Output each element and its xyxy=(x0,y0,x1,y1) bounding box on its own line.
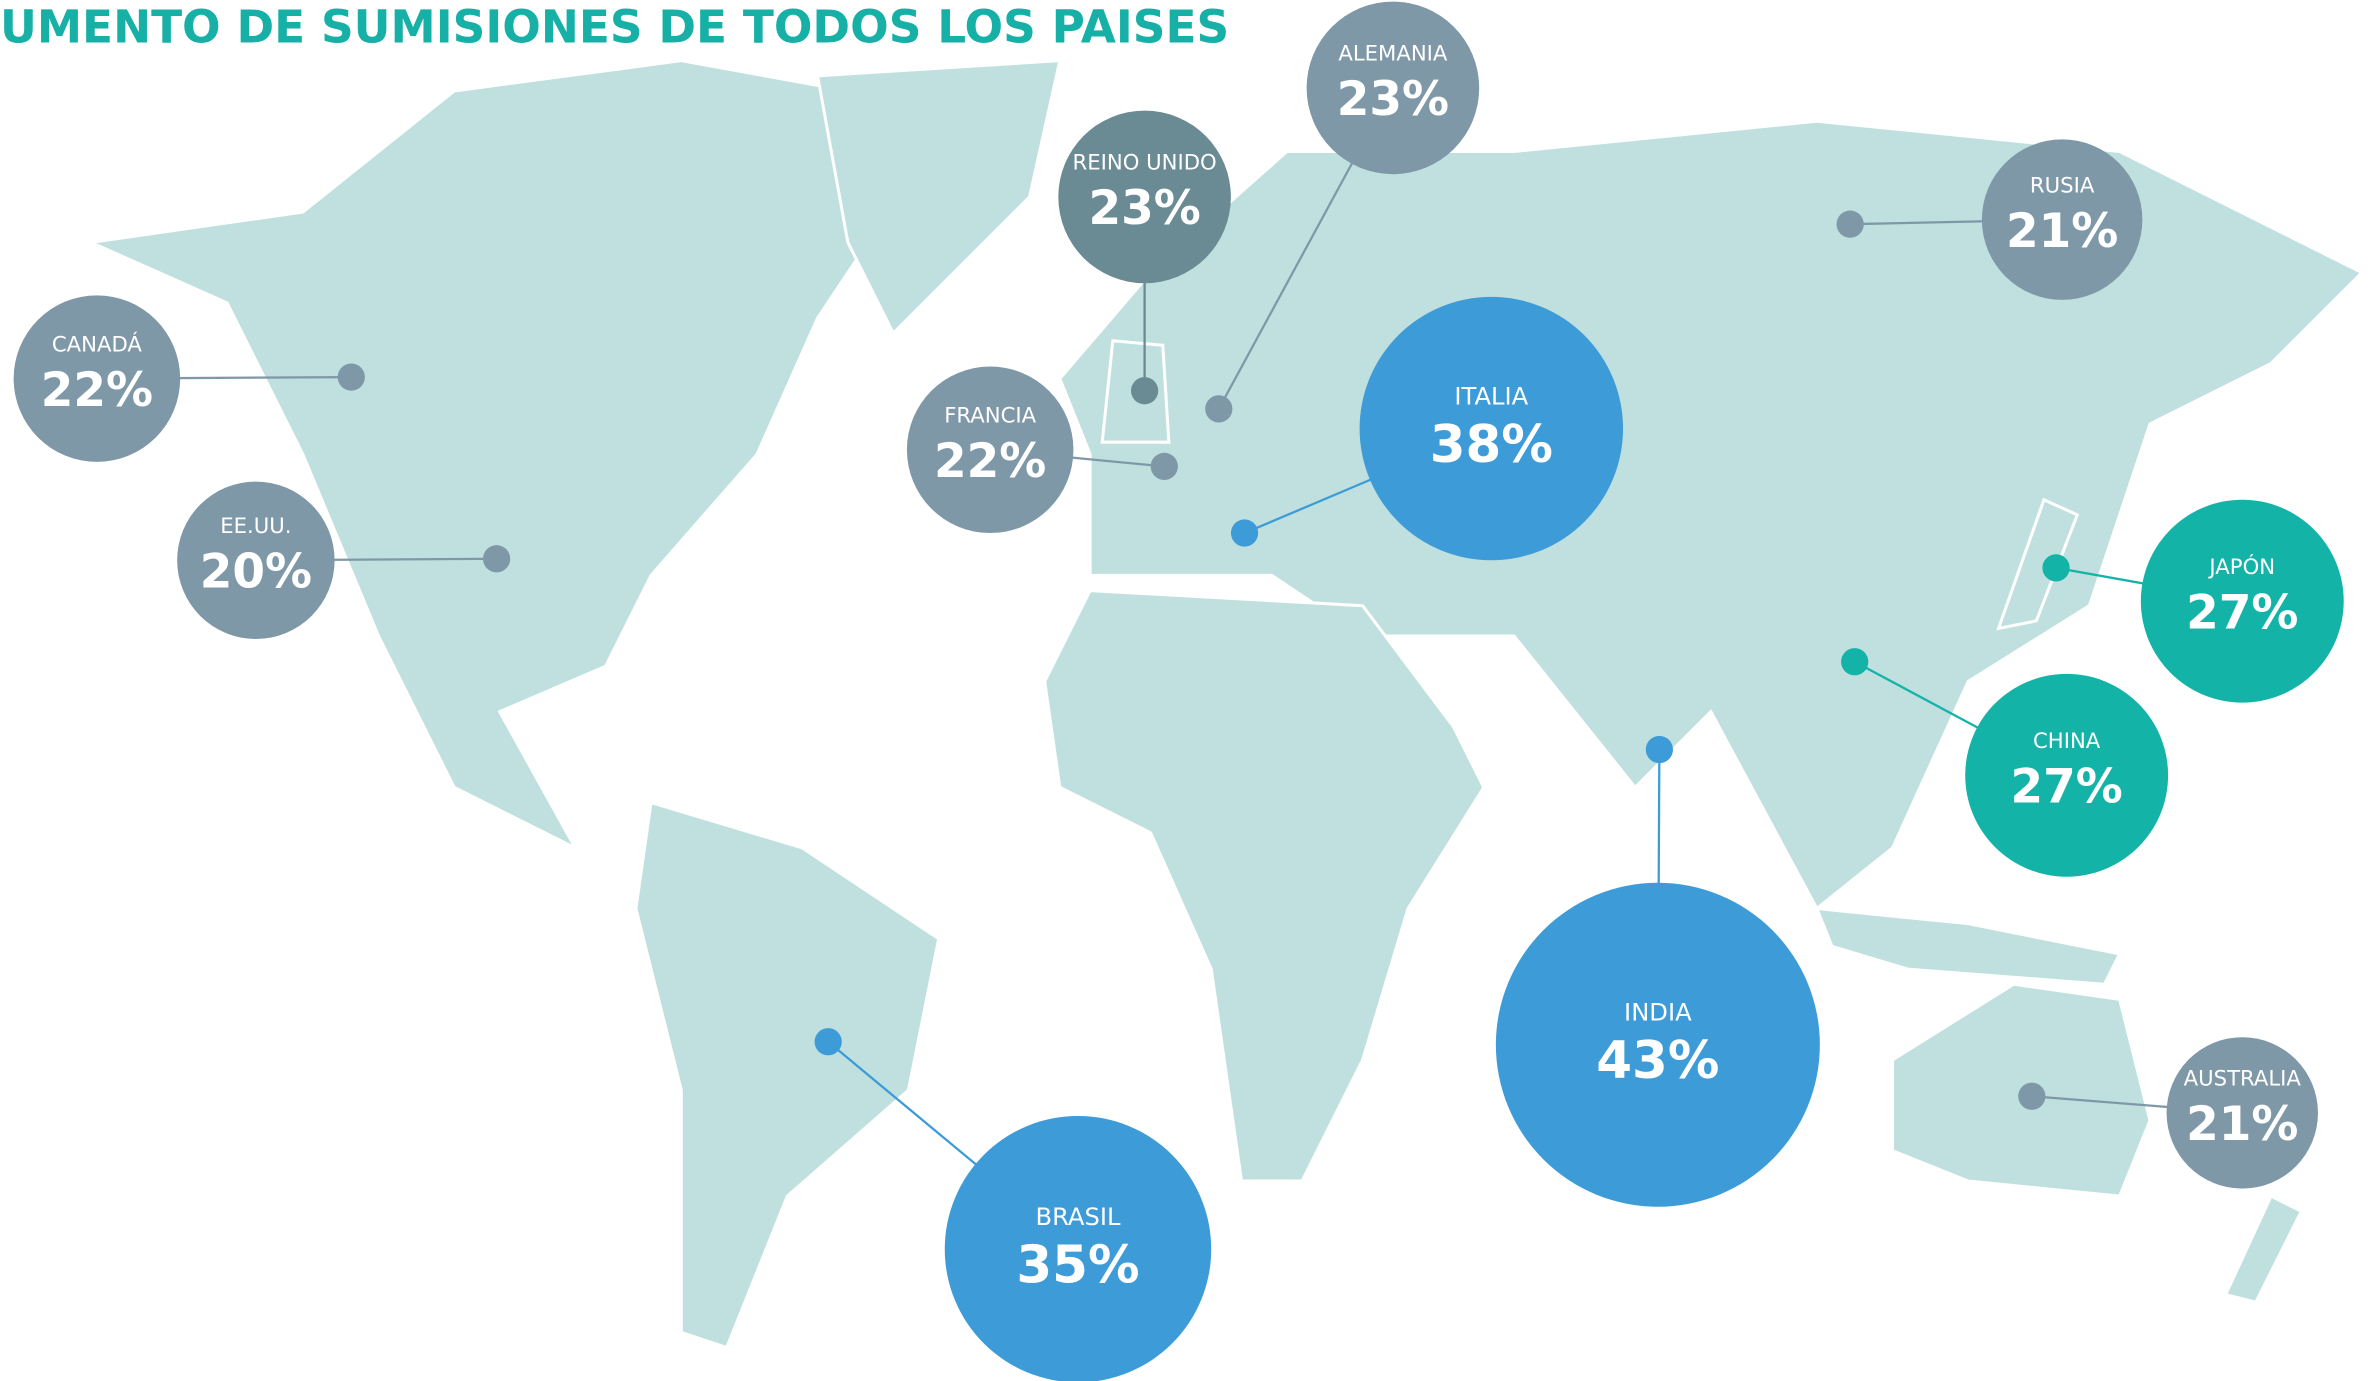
country-name: AUSTRALIA xyxy=(2184,1066,2302,1091)
country-name: ALEMANIA xyxy=(1338,41,1448,66)
country-name: EE.UU. xyxy=(220,513,291,538)
country-bubble xyxy=(2140,499,2344,703)
location-dot xyxy=(814,1028,842,1056)
country-value: 27% xyxy=(2186,585,2298,640)
location-dot xyxy=(1150,452,1178,481)
location-dot xyxy=(2042,554,2070,582)
country-name: REINO UNIDO xyxy=(1072,150,1216,175)
location-dot xyxy=(1130,377,1159,405)
title: UMENTO DE SUMISIONES DE TODOS LOS PAISES xyxy=(0,0,1229,53)
country-name: CHINA xyxy=(2033,728,2101,753)
new-zealand xyxy=(2223,1194,2304,1304)
country-value: 27% xyxy=(2010,760,2122,815)
indonesia xyxy=(1814,906,2122,986)
japan xyxy=(1996,497,2080,631)
location-dot xyxy=(482,545,511,573)
country-bubble xyxy=(1965,673,2169,877)
country-bubble xyxy=(1359,296,1624,561)
africa xyxy=(1043,589,1486,1183)
country-value: 22% xyxy=(41,363,153,418)
south-america xyxy=(634,800,941,1350)
country-value: 23% xyxy=(1337,72,1449,127)
location-dot xyxy=(1230,519,1259,547)
country-name: CANADÁ xyxy=(52,331,143,356)
country-bubble xyxy=(944,1115,1212,1381)
country-value: 43% xyxy=(1596,1031,1719,1091)
location-dot xyxy=(1645,735,1674,764)
country-value: 38% xyxy=(1430,415,1553,475)
country-name: RUSIA xyxy=(2030,172,2095,197)
country-bubbles: CANADÁ 22% EE.UU. 20% REINO UNIDO 23% ALEMANIA… xyxy=(13,1,2344,1381)
country-value: 22% xyxy=(934,434,1046,489)
eurasia xyxy=(1058,119,2365,911)
country-value: 23% xyxy=(1088,181,1200,236)
location-dot xyxy=(1841,648,1869,676)
country-bubble xyxy=(1981,139,2143,300)
location-dot xyxy=(1836,210,1864,238)
greenland xyxy=(815,59,1062,336)
country-bubble xyxy=(1495,882,1820,1207)
location-dot xyxy=(337,363,365,391)
country-value: 21% xyxy=(2186,1097,2298,1152)
country-name: FRANCIA xyxy=(944,403,1036,428)
country-bubble xyxy=(906,366,1074,534)
country-bubble xyxy=(1306,1,1480,175)
country-bubble xyxy=(13,295,181,462)
country-name: BRASIL xyxy=(1035,1203,1121,1231)
location-dot xyxy=(1205,395,1233,423)
country-bubble xyxy=(2166,1037,2318,1189)
country-name: JAPÓN xyxy=(2207,554,2275,579)
country-value: 21% xyxy=(2006,204,2118,259)
country-bubble xyxy=(1058,110,1231,284)
country-value: 20% xyxy=(200,545,312,600)
country-bubble xyxy=(177,481,335,640)
country-name: INDIA xyxy=(1624,999,1692,1027)
world-map xyxy=(85,59,2365,1350)
location-dot xyxy=(2018,1082,2046,1110)
north-america xyxy=(85,59,911,852)
country-value: 35% xyxy=(1016,1235,1139,1295)
country-name: ITALIA xyxy=(1454,382,1528,410)
